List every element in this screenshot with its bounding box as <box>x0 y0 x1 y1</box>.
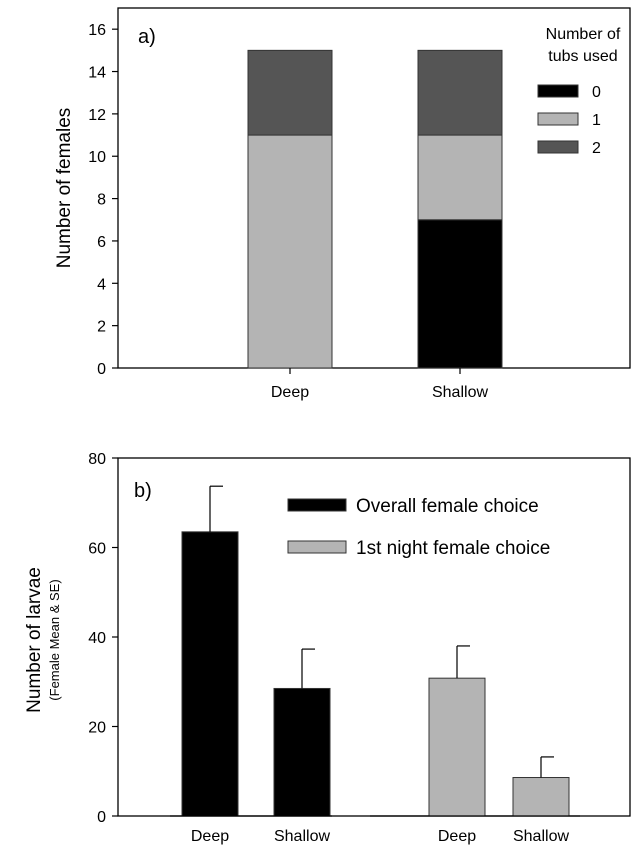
panel-a-legend-swatch <box>537 140 579 154</box>
panel-b-legend-swatch <box>287 540 347 554</box>
panel-b-legend-swatch <box>287 498 347 512</box>
panel-b-y-tick-label: 80 <box>88 451 106 468</box>
panel-a-label: a) <box>138 26 156 48</box>
panel-a-y-tick-label: 8 <box>97 192 106 209</box>
panel-a-legend-title-line2: tubs used <box>548 48 617 65</box>
panel-a-y-axis-title: Number of females <box>54 108 75 269</box>
panel-b-x-tick-label: Shallow <box>274 828 330 845</box>
panel-a-legend-swatch <box>537 112 579 126</box>
panel-a-y-tick-label: 10 <box>88 149 106 166</box>
panel-b-legend-label: Overall female choice <box>356 496 539 517</box>
panel-a-y-tick-label: 0 <box>97 361 106 378</box>
panel-a-x-tick-label: Deep <box>271 384 309 401</box>
panel-a-bars <box>247 49 503 369</box>
panel-a-legend-label: 0 <box>592 84 601 101</box>
panel-a-y-tick-label: 12 <box>88 107 106 124</box>
panel-a-legend-label: 1 <box>592 112 601 129</box>
panel-a-x-axis: Deep Shallow <box>271 368 488 401</box>
panel-b-legend: Overall female choice 1st night female ch… <box>287 496 550 559</box>
panel-b-legend-label: 1st night female choice <box>356 538 550 559</box>
panel-b-bar <box>181 531 239 817</box>
panel-a-y-tick-label: 2 <box>97 319 106 336</box>
panel-b-y-tick-label: 40 <box>88 630 106 647</box>
panel-a-bar-segment <box>247 49 333 136</box>
panel-a-bar-segment <box>417 134 503 221</box>
panel-b-y-axis-subtitle: (Female Mean & SE) <box>47 579 62 700</box>
panel-b-y-tick-label: 0 <box>97 809 106 826</box>
panel-b-bar <box>273 687 331 817</box>
panel-b-bar <box>428 677 486 817</box>
panel-b-label: b) <box>134 480 152 502</box>
panel-b-x-tick-label: Shallow <box>513 828 569 845</box>
panel-a-legend-swatch <box>537 84 579 98</box>
panel-a-bar-segment <box>417 49 503 136</box>
panel-b-x-tick-label: Deep <box>438 828 476 845</box>
panel-b-y-axis: 0 20 40 60 80 <box>88 451 118 826</box>
panel-a-y-tick-label: 4 <box>97 276 106 293</box>
panel-a-bar-segment <box>247 134 333 369</box>
panel-b: b) Number of larvae (Female Mean & SE) 0… <box>24 451 631 845</box>
panel-b-y-tick-label: 20 <box>88 720 106 737</box>
panel-b-y-axis-title: Number of larvae <box>24 567 45 713</box>
panel-b-bars <box>181 485 570 817</box>
panel-b-x-tick-label: Deep <box>191 828 229 845</box>
panel-a-x-tick-label: Shallow <box>432 384 488 401</box>
panel-b-y-tick-label: 60 <box>88 541 106 558</box>
panel-a-y-tick-label: 16 <box>88 22 106 39</box>
panel-a-y-tick-label: 6 <box>97 234 106 251</box>
panel-a-bar-segment <box>417 219 503 369</box>
panel-a-legend-label: 2 <box>592 140 601 157</box>
panel-b-x-axis: Deep Shallow Deep Shallow <box>170 815 580 845</box>
panel-a-legend-title-line1: Number of <box>546 26 621 43</box>
panel-a-y-axis: 0 2 4 6 8 10 12 14 16 <box>88 22 118 378</box>
panel-a-legend: Number of tubs used 0 1 2 <box>537 26 621 157</box>
panel-b-bar <box>512 777 570 817</box>
panel-a-plot-frame <box>117 7 631 369</box>
panel-a-y-tick-label: 14 <box>88 65 106 82</box>
